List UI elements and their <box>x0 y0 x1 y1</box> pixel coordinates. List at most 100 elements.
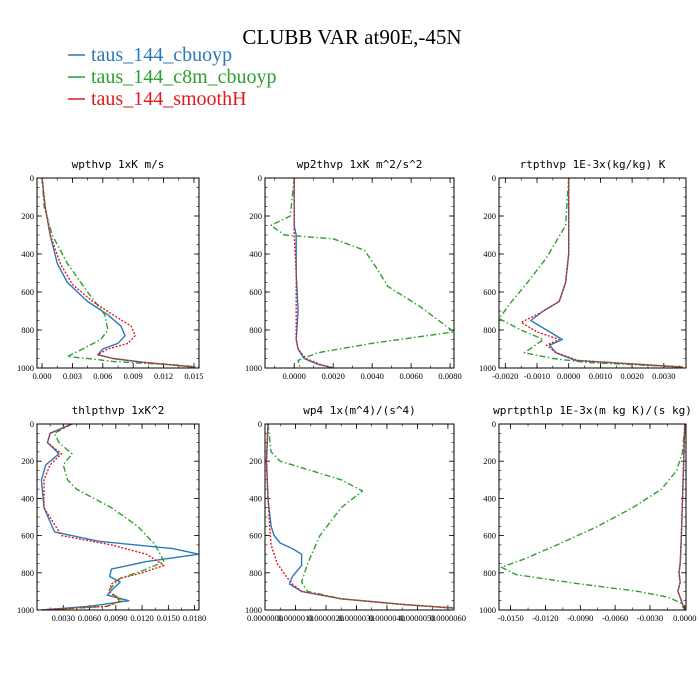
panel-title: rtpthvp 1E-3x(kg/kg) K <box>520 158 666 171</box>
series-line-taus_144_smoothH <box>520 178 683 368</box>
x-tick-label: 0.0000030 <box>338 613 374 623</box>
y-tick-label: 1000 <box>479 363 496 373</box>
x-tick-label: -0.0120 <box>532 613 558 623</box>
x-tick-label: 0.0020 <box>322 371 345 381</box>
x-tick-label: 0.0150 <box>157 613 180 623</box>
panel-5: wp4 1x(m^4)/(s^4)020040060080010000.0000… <box>245 404 466 623</box>
y-tick-label: 600 <box>249 531 262 541</box>
y-tick-label: 200 <box>483 211 496 221</box>
x-tick-label: -0.0030 <box>637 613 663 623</box>
plot-frame <box>498 177 687 369</box>
series-line-taus_144_cbuoyp <box>530 178 683 368</box>
x-tick-label: 0.0000020 <box>308 613 344 623</box>
x-tick-label: 0.0120 <box>130 613 153 623</box>
x-tick-label: -0.0020 <box>492 371 518 381</box>
y-tick-label: 600 <box>483 531 496 541</box>
plot-frame <box>36 423 200 611</box>
x-tick-label: 0.015 <box>184 371 203 381</box>
x-tick-label: -0.0060 <box>602 613 628 623</box>
y-tick-label: 400 <box>249 249 262 259</box>
panel-title: wpthvp 1xK m/s <box>72 158 165 171</box>
panel-6: wprtpthlp 1E-3x(m kg K)/(s kg) 0 200 400 600… <box>479 404 697 623</box>
series-line-taus_144_c8m_cbuoyp <box>499 178 683 368</box>
y-tick-label: 1000 <box>17 605 34 615</box>
figure-title: CLUBB VAR at90E,-45N <box>242 25 461 49</box>
x-tick-label: 0.0010 <box>589 371 612 381</box>
panel-title: wp4 1x(m^4)/(s^4) <box>303 404 416 417</box>
x-tick-label: -0.0150 <box>498 613 524 623</box>
series-line-taus_144_c8m_cbuoyp <box>500 424 686 610</box>
x-tick-label: -0.0010 <box>524 371 550 381</box>
x-tick-label: 0.0000 <box>557 371 580 381</box>
y-tick-label: 0 <box>492 419 496 429</box>
y-tick-label: 200 <box>21 211 34 221</box>
y-tick-label: 600 <box>483 287 496 297</box>
y-tick-label: 1000 <box>479 605 496 615</box>
y-tick-label: 0 <box>492 173 496 183</box>
legend-label: taus_144_cbuoyp <box>91 44 232 66</box>
series-line-taus_144_c8m_cbuoyp <box>267 424 454 609</box>
x-tick-label: 0.0000000 <box>247 613 283 623</box>
y-tick-label: 200 <box>483 456 496 466</box>
series-line-taus_144_smoothH <box>677 424 686 610</box>
x-tick-label: 0.0060 <box>399 371 422 381</box>
y-tick-label: 600 <box>249 287 262 297</box>
plot-frame <box>264 423 455 611</box>
panel-title: thlpthvp 1xK^2 <box>72 404 165 417</box>
series-line-taus_144_cbuoyp <box>40 424 199 610</box>
x-tick-label: 0.0000050 <box>399 613 435 623</box>
series-line-taus_144_c8m_cbuoyp <box>41 424 165 610</box>
plot-frame <box>36 177 200 369</box>
plot-frame <box>264 177 455 369</box>
series-line-taus_144_smoothH <box>41 178 194 368</box>
x-tick-label: 0.0080 <box>438 371 461 381</box>
x-tick-label: 0.0090 <box>104 613 127 623</box>
y-tick-label: 800 <box>483 325 496 335</box>
series-line-taus_144_cbuoyp <box>41 178 194 368</box>
y-tick-label: 600 <box>21 287 34 297</box>
y-tick-label: 600 <box>21 531 34 541</box>
y-tick-label: 400 <box>249 493 262 503</box>
y-tick-label: 0 <box>30 419 34 429</box>
panel-title: wprtpthlp 1E-3x(m kg K)/(s kg) <box>493 404 692 417</box>
y-tick-label: 400 <box>21 493 34 503</box>
panel-2: wp2thvp 1xK m^2/s^2 0 200 400 600 800 1000 0.00… <box>245 158 462 381</box>
x-tick-label: 0.003 <box>63 371 82 381</box>
y-tick-label: 1000 <box>17 363 34 373</box>
y-tick-label: 1000 <box>245 363 262 373</box>
x-tick-label: 0.0000060 <box>430 613 466 623</box>
x-tick-label: 0.0000 <box>283 371 306 381</box>
x-tick-label: 0.0000 <box>673 613 696 623</box>
series-line-taus_144_smoothH <box>265 424 454 609</box>
x-tick-label: 0.012 <box>154 371 173 381</box>
legend-label: taus_144_c8m_cbuoyp <box>91 66 277 88</box>
series-line-taus_144_smoothH <box>41 424 165 610</box>
y-tick-label: 200 <box>249 456 262 466</box>
series-line-taus_144_c8m_cbuoyp <box>41 178 199 368</box>
x-tick-label: -0.0090 <box>567 613 593 623</box>
x-tick-label: 0.0030 <box>652 371 675 381</box>
x-tick-label: 0.0180 <box>183 613 206 623</box>
y-tick-label: 400 <box>483 493 496 503</box>
y-tick-label: 1000 <box>245 605 262 615</box>
y-tick-label: 800 <box>21 568 34 578</box>
y-tick-label: 0 <box>258 419 262 429</box>
series-line-taus_144_c8m_cbuoyp <box>270 178 454 368</box>
y-tick-label: 800 <box>21 325 34 335</box>
x-tick-label: 0.0020 <box>620 371 643 381</box>
y-tick-label: 0 <box>258 173 262 183</box>
x-tick-label: 0.0000010 <box>277 613 313 623</box>
x-tick-label: 0.0060 <box>78 613 101 623</box>
series-line-taus_144_smoothH <box>293 178 334 368</box>
series-line-taus_144_cbuoyp <box>265 424 454 609</box>
y-tick-label: 200 <box>249 211 262 221</box>
y-tick-label: 0 <box>30 173 34 183</box>
panel-3: rtpthvp 1E-3x(kg/kg) K02004006008001000-… <box>479 158 687 381</box>
plot-frame <box>498 423 687 611</box>
y-tick-label: 400 <box>21 249 34 259</box>
